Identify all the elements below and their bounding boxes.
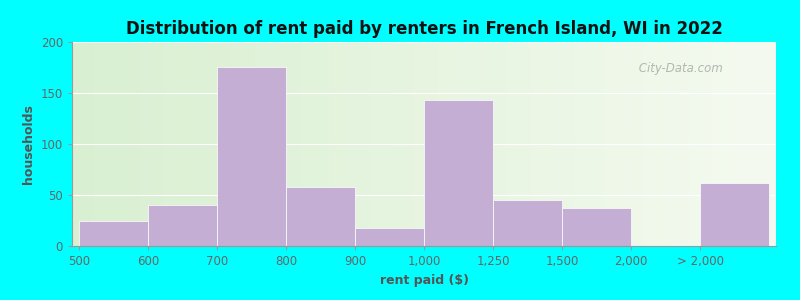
Bar bbox=[493, 200, 562, 246]
Bar bbox=[79, 220, 148, 246]
Bar bbox=[424, 100, 493, 246]
X-axis label: rent paid ($): rent paid ($) bbox=[379, 274, 469, 286]
Bar bbox=[217, 68, 286, 246]
Bar bbox=[286, 187, 355, 246]
Title: Distribution of rent paid by renters in French Island, WI in 2022: Distribution of rent paid by renters in … bbox=[126, 20, 722, 38]
Bar bbox=[700, 183, 769, 246]
Bar bbox=[148, 205, 217, 246]
Bar bbox=[562, 208, 631, 246]
Text: City-Data.com: City-Data.com bbox=[635, 62, 723, 75]
Y-axis label: households: households bbox=[22, 104, 35, 184]
Bar bbox=[355, 228, 424, 246]
